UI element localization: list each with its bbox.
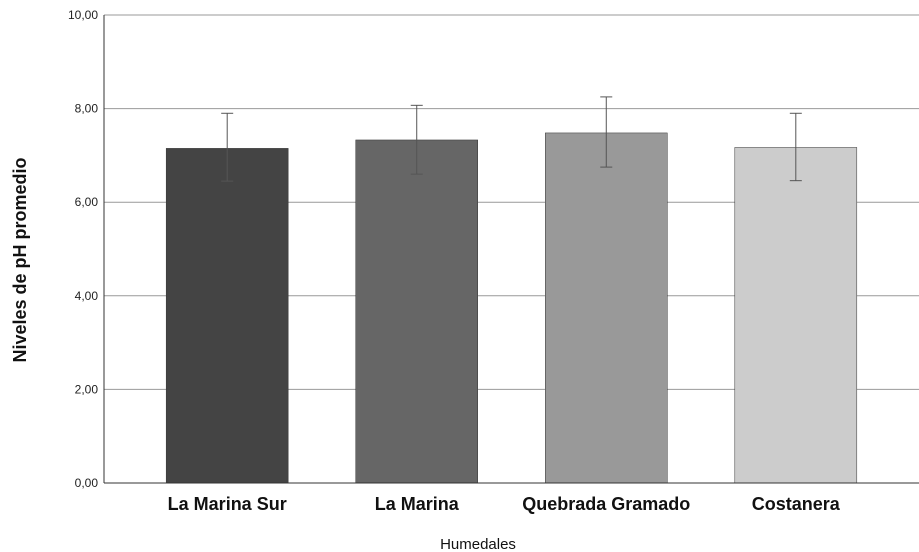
x-axis-title: Humedales xyxy=(440,536,516,552)
x-tick-labels: La Marina Sur La Marina Quebrada Gramado Co… xyxy=(168,494,841,514)
bar xyxy=(355,139,478,484)
x-tick-label: La Marina Sur xyxy=(168,494,287,514)
error-bar xyxy=(600,96,613,168)
bars xyxy=(165,132,858,484)
x-tick-label: Quebrada Gramado xyxy=(522,494,690,514)
y-tick-labels: 0,00 2,00 4,00 6,00 8,00 10,00 xyxy=(68,8,98,490)
error-bar xyxy=(410,104,423,175)
y-tick-label: 4,00 xyxy=(75,289,99,303)
error-bars xyxy=(221,96,802,182)
y-tick-label: 8,00 xyxy=(75,102,99,116)
x-tick-label: La Marina xyxy=(375,494,460,514)
y-tick-label: 6,00 xyxy=(75,195,99,209)
y-tick-label: 10,00 xyxy=(68,8,98,22)
error-bar xyxy=(221,112,234,182)
y-tick-label: 0,00 xyxy=(75,476,99,490)
bar xyxy=(545,132,668,484)
y-axis-title: Niveles de pH promedio xyxy=(10,157,30,362)
y-tick-label: 2,00 xyxy=(75,382,99,396)
bar xyxy=(165,148,289,484)
error-bar xyxy=(789,112,802,182)
bar xyxy=(734,147,858,484)
x-tick-label: Costanera xyxy=(752,494,841,514)
